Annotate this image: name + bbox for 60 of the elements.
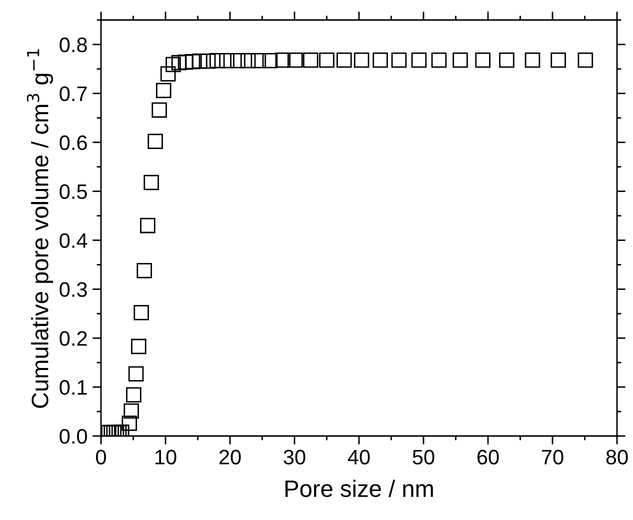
point [250,52,266,68]
y-tick-label: 0.2 [60,331,87,346]
x-tick-label: 40 [348,450,370,464]
point [411,52,427,68]
point [275,52,291,68]
point [550,52,566,68]
point [200,53,216,69]
point [499,52,514,68]
point [354,52,370,68]
point [171,54,187,70]
point [131,338,146,354]
x-tick-label: 60 [477,450,499,464]
point [136,262,152,278]
y-tick-label: 0.4 [60,233,88,248]
point [128,366,144,382]
y-tick-label: 0.8 [60,37,87,52]
point [336,52,352,68]
y-tick-label: 0.3 [60,282,87,297]
point [372,52,388,68]
y-tick-label: 0.7 [60,86,87,102]
point [134,305,149,320]
y-axis-title: Cumulative pore volume / cm$^{3}$ g$^{−1}$ [26,49,54,408]
point [578,52,594,68]
point [219,52,234,68]
point [288,52,303,68]
point [240,52,256,68]
point [152,102,167,118]
point [178,54,194,70]
y-tick-label: 0.6 [60,135,87,150]
x-tick-label: 70 [542,450,564,464]
point [140,218,156,234]
x-tick-label: 30 [284,450,306,464]
x-tick-label: 50 [412,450,434,464]
point [262,52,278,68]
x-tick-label: 80 [606,450,628,464]
y-tick-label: 0.0 [60,429,87,444]
point [126,387,142,403]
point [431,52,447,68]
point [144,174,159,190]
point [230,52,246,68]
y-tick-label: 0.1 [60,380,87,395]
point [122,416,138,431]
point [166,56,181,72]
point [319,52,334,68]
point [302,52,318,68]
point [475,52,490,68]
x-tick-label: 10 [156,450,176,464]
point [209,52,225,68]
point [184,54,200,70]
x-tick-label: 20 [219,450,241,464]
point [452,52,468,68]
x-axis-title: Pore size / nm [285,480,433,498]
point [524,52,540,68]
x-tick-label: 0 [96,450,106,464]
point [148,134,163,150]
y-tick-label: 0.5 [60,184,87,200]
point [156,82,172,98]
point [160,66,176,82]
point [124,403,139,419]
point [391,52,407,68]
